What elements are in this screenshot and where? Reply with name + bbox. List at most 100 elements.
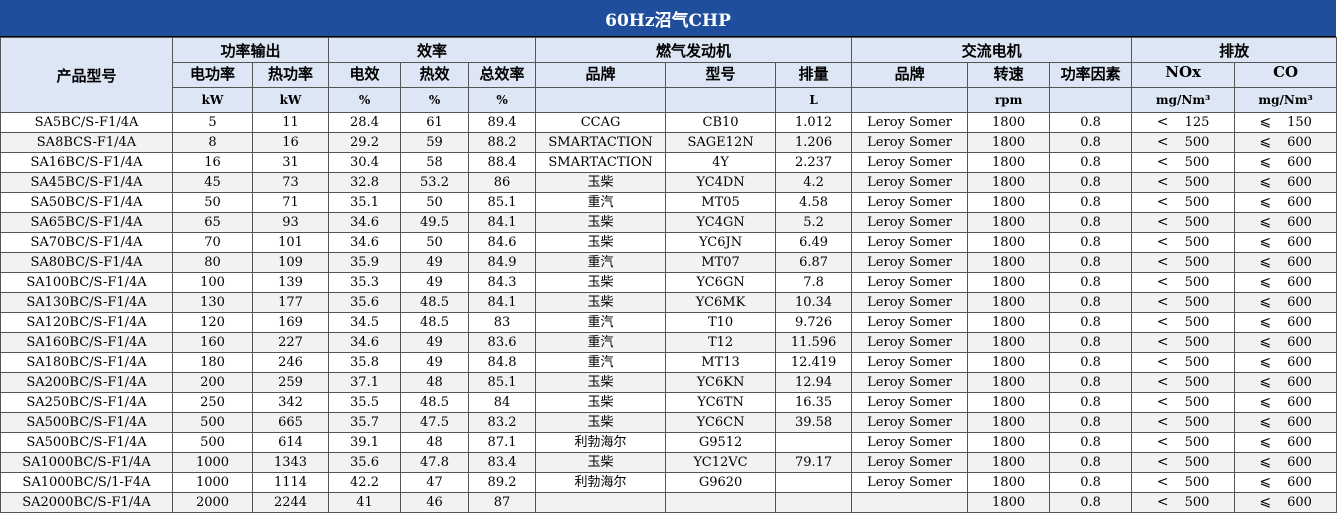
cell-heat-power[interactable]: 1114 xyxy=(251,472,330,493)
cell-model[interactable]: SA80BC/S-F1/4A xyxy=(0,252,173,273)
cell-nox[interactable]: <500 xyxy=(1131,172,1236,193)
cell-co[interactable]: ⩽ 600 xyxy=(1234,392,1338,413)
cell-engine-brand[interactable]: 利勃海尔 xyxy=(535,472,667,493)
cell-power-factor[interactable]: 0.8 xyxy=(1049,252,1133,273)
cell-engine-model[interactable] xyxy=(665,492,777,513)
cell-heat-eff[interactable]: 47 xyxy=(400,472,470,493)
cell-elec-eff[interactable]: 35.8 xyxy=(328,352,402,373)
cell-model[interactable]: SA180BC/S-F1/4A xyxy=(0,352,173,373)
cell-total-eff[interactable]: 87.1 xyxy=(468,432,537,453)
cell-co[interactable]: ⩽ 600 xyxy=(1234,472,1338,493)
cell-displacement[interactable]: 10.34 xyxy=(775,292,853,313)
cell-co[interactable]: ⩽ 600 xyxy=(1234,272,1338,293)
cell-heat-eff[interactable]: 47.5 xyxy=(400,412,470,433)
cell-gen-brand[interactable]: Leroy Somer xyxy=(851,332,969,353)
cell-displacement[interactable]: 1.012 xyxy=(775,112,853,133)
cell-speed[interactable]: 1800 xyxy=(967,352,1051,373)
cell-total-eff[interactable]: 84.1 xyxy=(468,212,537,233)
cell-elec-eff[interactable]: 35.5 xyxy=(328,392,402,413)
cell-speed[interactable]: 1800 xyxy=(967,412,1051,433)
cell-model[interactable]: SA130BC/S-F1/4A xyxy=(0,292,173,313)
cell-elec-power[interactable]: 45 xyxy=(172,172,253,193)
cell-engine-brand[interactable]: 玉柴 xyxy=(535,452,667,473)
cell-engine-model[interactable]: MT13 xyxy=(665,352,777,373)
cell-gen-brand[interactable]: Leroy Somer xyxy=(851,172,969,193)
cell-total-eff[interactable]: 83.6 xyxy=(468,332,537,353)
cell-model[interactable]: SA16BC/S-F1/4A xyxy=(0,152,173,173)
cell-speed[interactable]: 1800 xyxy=(967,372,1051,393)
cell-elec-power[interactable]: 100 xyxy=(172,272,253,293)
cell-elec-eff[interactable]: 35.7 xyxy=(328,412,402,433)
cell-displacement[interactable]: 16.35 xyxy=(775,392,853,413)
cell-speed[interactable]: 1800 xyxy=(967,252,1051,273)
cell-displacement[interactable]: 4.58 xyxy=(775,192,853,213)
cell-engine-brand[interactable] xyxy=(535,492,667,513)
cell-model[interactable]: SA500BC/S-F1/4A xyxy=(0,432,173,453)
cell-speed[interactable]: 1800 xyxy=(967,212,1051,233)
cell-displacement[interactable]: 39.58 xyxy=(775,412,853,433)
cell-heat-power[interactable]: 71 xyxy=(251,192,330,213)
cell-displacement[interactable]: 12.419 xyxy=(775,352,853,373)
cell-elec-power[interactable]: 500 xyxy=(172,432,253,453)
cell-co[interactable]: ⩽ 600 xyxy=(1234,172,1338,193)
cell-heat-eff[interactable]: 47.8 xyxy=(400,452,470,473)
cell-displacement[interactable]: 5.2 xyxy=(775,212,853,233)
cell-heat-eff[interactable]: 61 xyxy=(400,112,470,133)
cell-engine-model[interactable]: YC6KN xyxy=(665,372,777,393)
cell-displacement[interactable]: 11.596 xyxy=(775,332,853,353)
cell-heat-power[interactable]: 73 xyxy=(251,172,330,193)
cell-engine-brand[interactable]: CCAG xyxy=(535,112,667,133)
cell-speed[interactable]: 1800 xyxy=(967,292,1051,313)
cell-elec-power[interactable]: 120 xyxy=(172,312,253,333)
cell-power-factor[interactable]: 0.8 xyxy=(1049,332,1133,353)
cell-elec-eff[interactable]: 37.1 xyxy=(328,372,402,393)
cell-displacement[interactable] xyxy=(775,432,853,453)
cell-power-factor[interactable]: 0.8 xyxy=(1049,292,1133,313)
cell-elec-power[interactable]: 1000 xyxy=(172,472,253,493)
cell-elec-eff[interactable]: 32.8 xyxy=(328,172,402,193)
cell-co[interactable]: ⩽ 600 xyxy=(1234,412,1338,433)
cell-power-factor[interactable]: 0.8 xyxy=(1049,152,1133,173)
cell-gen-brand[interactable]: Leroy Somer xyxy=(851,112,969,133)
cell-engine-model[interactable]: YC6GN xyxy=(665,272,777,293)
cell-heat-power[interactable]: 93 xyxy=(251,212,330,233)
cell-nox[interactable]: <500 xyxy=(1131,232,1236,253)
cell-elec-power[interactable]: 200 xyxy=(172,372,253,393)
cell-heat-power[interactable]: 259 xyxy=(251,372,330,393)
cell-elec-power[interactable]: 80 xyxy=(172,252,253,273)
cell-engine-model[interactable]: CB10 xyxy=(665,112,777,133)
cell-elec-power[interactable]: 130 xyxy=(172,292,253,313)
cell-model[interactable]: SA8BCS-F1/4A xyxy=(0,132,173,153)
cell-model[interactable]: SA45BC/S-F1/4A xyxy=(0,172,173,193)
cell-gen-brand[interactable]: Leroy Somer xyxy=(851,252,969,273)
cell-speed[interactable]: 1800 xyxy=(967,112,1051,133)
cell-gen-brand[interactable]: Leroy Somer xyxy=(851,292,969,313)
cell-total-eff[interactable]: 84 xyxy=(468,392,537,413)
cell-speed[interactable]: 1800 xyxy=(967,172,1051,193)
cell-total-eff[interactable]: 86 xyxy=(468,172,537,193)
cell-speed[interactable]: 1800 xyxy=(967,432,1051,453)
cell-model[interactable]: SA50BC/S-F1/4A xyxy=(0,192,173,213)
cell-total-eff[interactable]: 89.2 xyxy=(468,472,537,493)
cell-displacement[interactable]: 7.8 xyxy=(775,272,853,293)
cell-speed[interactable]: 1800 xyxy=(967,152,1051,173)
cell-power-factor[interactable]: 0.8 xyxy=(1049,192,1133,213)
cell-elec-eff[interactable]: 29.2 xyxy=(328,132,402,153)
cell-power-factor[interactable]: 0.8 xyxy=(1049,112,1133,133)
cell-nox[interactable]: <500 xyxy=(1131,352,1236,373)
cell-elec-power[interactable]: 50 xyxy=(172,192,253,213)
cell-gen-brand[interactable]: Leroy Somer xyxy=(851,352,969,373)
cell-displacement[interactable]: 6.87 xyxy=(775,252,853,273)
cell-total-eff[interactable]: 84.9 xyxy=(468,252,537,273)
cell-nox[interactable]: <500 xyxy=(1131,332,1236,353)
cell-elec-eff[interactable]: 35.1 xyxy=(328,192,402,213)
cell-gen-brand[interactable]: Leroy Somer xyxy=(851,272,969,293)
cell-engine-brand[interactable]: 重汽 xyxy=(535,352,667,373)
cell-co[interactable]: ⩽ 600 xyxy=(1234,192,1338,213)
cell-nox[interactable]: <500 xyxy=(1131,192,1236,213)
cell-nox[interactable]: <500 xyxy=(1131,212,1236,233)
cell-model[interactable]: SA5BC/S-F1/4A xyxy=(0,112,173,133)
cell-gen-brand[interactable]: Leroy Somer xyxy=(851,152,969,173)
cell-co[interactable]: ⩽ 600 xyxy=(1234,232,1338,253)
cell-power-factor[interactable]: 0.8 xyxy=(1049,132,1133,153)
